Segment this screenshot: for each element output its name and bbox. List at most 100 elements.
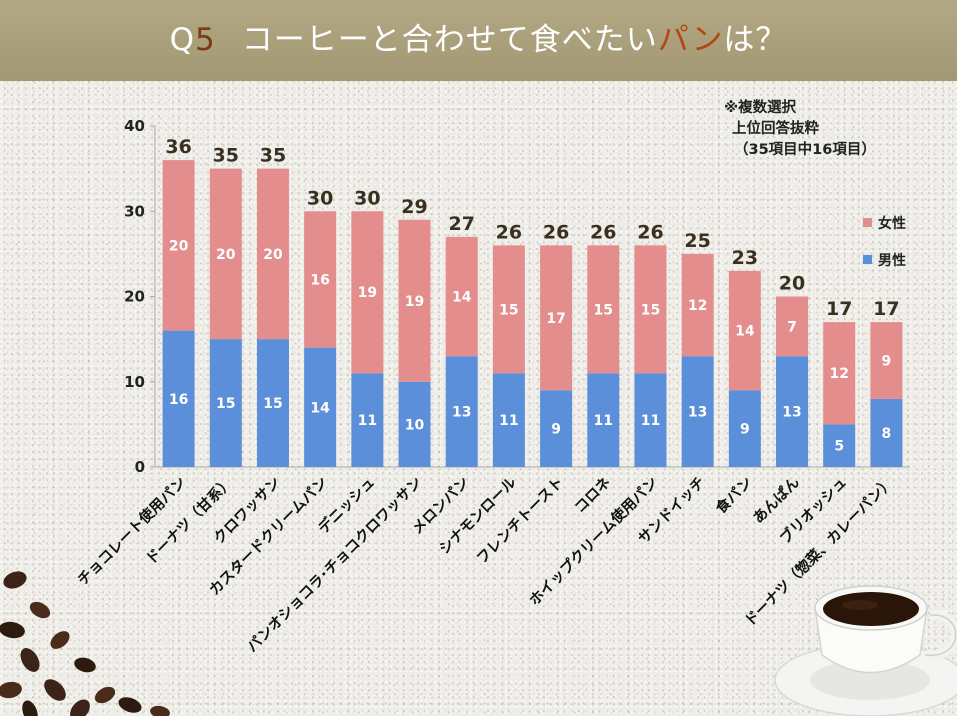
bar-male <box>870 398 903 467</box>
title-number: 5 <box>195 22 216 58</box>
data-label-total: 26 <box>637 221 663 243</box>
decorations <box>0 571 957 716</box>
bar-female <box>398 219 431 382</box>
data-label-female: 19 <box>405 294 424 310</box>
data-label-total: 30 <box>354 187 380 209</box>
data-label-male: 11 <box>499 413 518 429</box>
x-category-label: フレンチトースト <box>473 474 567 568</box>
data-label-total: 20 <box>779 273 805 295</box>
data-label-female: 7 <box>787 319 797 335</box>
data-label-female: 15 <box>499 302 518 318</box>
note-line-2: 上位回答抜粋 <box>732 121 819 137</box>
data-label-male: 15 <box>216 396 235 412</box>
data-label-total: 30 <box>307 187 333 209</box>
bar-male <box>634 373 667 467</box>
bar-male <box>398 381 431 467</box>
bar-female <box>351 211 384 374</box>
data-label-total: 25 <box>684 230 710 252</box>
data-label-male: 9 <box>551 422 561 438</box>
data-label-female: 20 <box>216 247 236 263</box>
bar-female <box>445 236 478 357</box>
data-label-male: 9 <box>740 422 750 438</box>
data-label-male: 11 <box>358 413 377 429</box>
data-label-male: 13 <box>782 405 801 421</box>
data-label-female: 20 <box>169 238 189 254</box>
data-label-female: 17 <box>546 311 565 327</box>
bar-female <box>209 168 242 340</box>
data-label-female: 9 <box>882 353 892 369</box>
data-label-total: 26 <box>590 221 616 243</box>
bar-female <box>587 245 620 374</box>
data-label-total: 17 <box>873 298 899 320</box>
bar-female <box>728 270 761 391</box>
bar-male <box>681 356 714 467</box>
data-label-male: 11 <box>641 413 660 429</box>
legend-swatch-female <box>863 218 872 227</box>
title-bar <box>0 0 957 81</box>
selection-note: ※複数選択上位回答抜粋 （35項目中16項目） <box>716 98 876 161</box>
bar-female <box>681 253 714 357</box>
data-label-total: 26 <box>543 221 569 243</box>
data-label-total: 36 <box>165 136 191 158</box>
y-tick-label: 0 <box>135 458 145 476</box>
x-category-label: パンオショコラ･チョコクロワッサン <box>244 474 426 656</box>
data-label-male: 10 <box>405 417 425 433</box>
bar-female <box>162 160 195 331</box>
data-label-male: 5 <box>834 439 844 455</box>
data-label-male: 8 <box>882 426 892 442</box>
bar-male <box>256 339 289 467</box>
coffee-cup-decoration <box>774 585 957 716</box>
bar-male <box>540 390 573 467</box>
data-label-male: 13 <box>452 405 471 421</box>
data-label-female: 20 <box>263 247 283 263</box>
bar-male <box>162 330 195 467</box>
x-category-label: ドーナツ（甘系） <box>142 473 237 568</box>
data-label-male: 14 <box>310 400 330 416</box>
data-label-total: 29 <box>401 196 427 218</box>
chart-labels: 162036チョコレート使用パン152035ドーナツ（甘系）152035クロワッ… <box>74 136 900 655</box>
bar-male <box>776 356 809 467</box>
bar-male <box>587 373 620 467</box>
y-tick-label: 20 <box>124 288 145 306</box>
note-line-1: ※複数選択 <box>724 100 797 116</box>
bar-male <box>823 424 856 467</box>
bar-male <box>304 347 337 467</box>
x-category-label: 食パン <box>712 473 756 517</box>
bar-female <box>256 168 289 340</box>
y-tick-label: 30 <box>124 202 145 220</box>
legend-swatch-male <box>863 255 872 264</box>
data-label-female: 15 <box>641 302 660 318</box>
y-tick-label: 10 <box>124 373 145 391</box>
bar-female <box>870 322 903 399</box>
chart-bars <box>162 160 903 467</box>
bar-female <box>304 211 337 348</box>
bar-male <box>351 373 384 467</box>
data-label-male: 11 <box>594 413 613 429</box>
title-text-after: は？ <box>723 22 788 58</box>
data-label-female: 19 <box>358 285 377 301</box>
data-label-total: 23 <box>732 247 758 269</box>
bar-female <box>540 245 573 391</box>
data-label-total: 17 <box>826 298 852 320</box>
data-label-male: 13 <box>688 405 707 421</box>
bar-male <box>728 390 761 467</box>
x-category-label: コロネ <box>571 474 614 517</box>
bar-male <box>209 339 242 467</box>
legend-label-male: 男性 <box>878 253 906 269</box>
data-label-female: 12 <box>688 298 707 314</box>
page-title: Q5 コーヒーと合わせて食べたいパンは？ <box>0 0 957 81</box>
bar-female <box>492 245 525 374</box>
data-label-female: 15 <box>594 302 613 318</box>
data-label-total: 35 <box>213 145 239 167</box>
data-label-male: 15 <box>263 396 282 412</box>
data-label-female: 12 <box>829 366 848 382</box>
legend-label-female: 女性 <box>878 216 906 232</box>
data-label-total: 35 <box>260 145 286 167</box>
data-label-female: 16 <box>310 272 329 288</box>
title-q: Q <box>169 22 196 58</box>
bar-female <box>823 322 856 425</box>
note-line-3: （35項目中16項目） <box>734 142 876 158</box>
bar-female <box>776 296 809 357</box>
y-tick-label: 40 <box>124 117 145 135</box>
